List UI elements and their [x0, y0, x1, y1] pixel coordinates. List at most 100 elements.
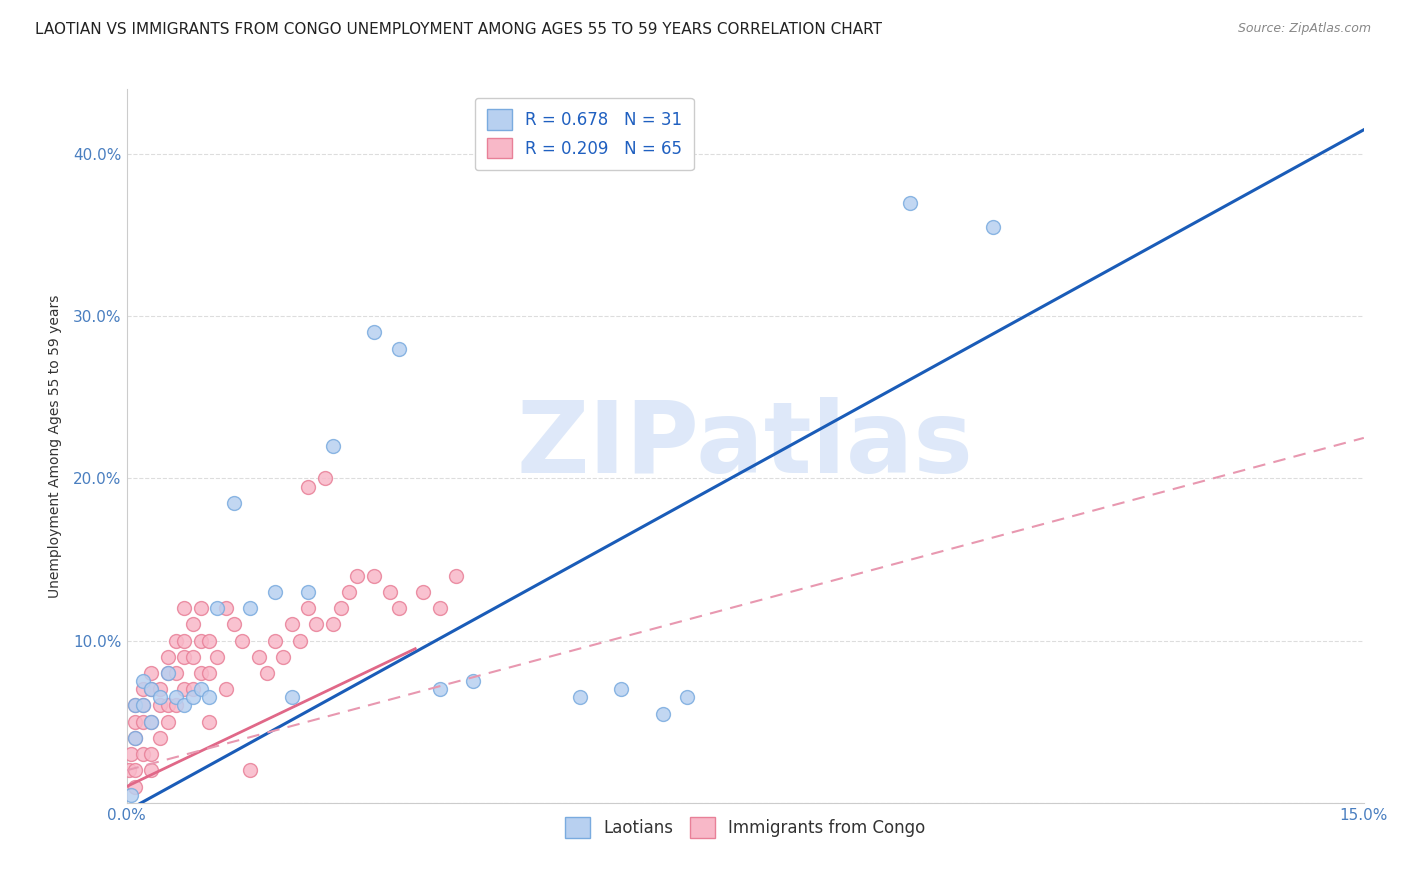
Point — [132, 698, 155, 713]
Point — [264, 585, 287, 599]
Point — [363, 326, 385, 340]
Point — [141, 714, 163, 729]
Point — [264, 633, 287, 648]
Text: Source: ZipAtlas.com: Source: ZipAtlas.com — [1237, 22, 1371, 36]
Point — [247, 649, 270, 664]
Point — [446, 568, 468, 582]
Point — [207, 649, 229, 664]
Point — [132, 698, 155, 713]
Point — [651, 706, 673, 721]
Point — [148, 731, 170, 745]
Point — [297, 601, 319, 615]
Point — [148, 682, 170, 697]
Text: LAOTIAN VS IMMIGRANTS FROM CONGO UNEMPLOYMENT AMONG AGES 55 TO 59 YEARS CORRELAT: LAOTIAN VS IMMIGRANTS FROM CONGO UNEMPLO… — [35, 22, 882, 37]
Point — [132, 747, 155, 761]
Point — [412, 585, 434, 599]
Point — [676, 690, 699, 705]
Point — [124, 731, 146, 745]
Point — [388, 601, 411, 615]
Point — [165, 633, 187, 648]
Point — [156, 714, 179, 729]
Point — [330, 601, 353, 615]
Point — [124, 780, 146, 794]
Point — [124, 731, 146, 745]
Point — [181, 690, 204, 705]
Point — [190, 601, 212, 615]
Point — [141, 682, 163, 697]
Point — [156, 666, 179, 681]
Point — [173, 633, 195, 648]
Legend: Laotians, Immigrants from Congo: Laotians, Immigrants from Congo — [558, 811, 932, 845]
Point — [124, 764, 146, 778]
Point — [198, 690, 221, 705]
Point — [388, 342, 411, 356]
Point — [141, 682, 163, 697]
Point — [132, 682, 155, 697]
Point — [198, 666, 221, 681]
Point — [181, 617, 204, 632]
Point — [429, 682, 451, 697]
Point — [141, 666, 163, 681]
Point — [569, 690, 592, 705]
Point — [337, 585, 360, 599]
Point — [363, 568, 385, 582]
Point — [288, 633, 311, 648]
Point — [198, 633, 221, 648]
Point — [173, 601, 195, 615]
Point — [256, 666, 278, 681]
Point — [124, 714, 146, 729]
Point — [214, 682, 236, 697]
Point — [173, 649, 195, 664]
Point — [190, 682, 212, 697]
Point — [271, 649, 294, 664]
Point — [198, 714, 221, 729]
Point — [280, 617, 302, 632]
Point — [239, 764, 262, 778]
Point — [156, 698, 179, 713]
Point — [148, 698, 170, 713]
Point — [231, 633, 253, 648]
Point — [173, 682, 195, 697]
Point — [461, 674, 484, 689]
Point — [610, 682, 633, 697]
Point — [297, 479, 319, 493]
Point — [132, 674, 155, 689]
Point — [120, 747, 142, 761]
Point — [380, 585, 402, 599]
Point — [190, 666, 212, 681]
Point — [346, 568, 368, 582]
Point — [322, 439, 344, 453]
Point — [156, 649, 179, 664]
Point — [239, 601, 262, 615]
Point — [132, 714, 155, 729]
Point — [165, 698, 187, 713]
Point — [305, 617, 328, 632]
Point — [429, 601, 451, 615]
Point — [181, 682, 204, 697]
Point — [118, 764, 141, 778]
Y-axis label: Unemployment Among Ages 55 to 59 years: Unemployment Among Ages 55 to 59 years — [48, 294, 62, 598]
Point — [124, 698, 146, 713]
Point — [190, 633, 212, 648]
Point — [141, 714, 163, 729]
Point — [156, 666, 179, 681]
Point — [981, 220, 1004, 235]
Point — [280, 690, 302, 705]
Point — [148, 690, 170, 705]
Point — [165, 666, 187, 681]
Point — [322, 617, 344, 632]
Text: ZIPatlas: ZIPatlas — [517, 398, 973, 494]
Point — [124, 698, 146, 713]
Point — [120, 788, 142, 802]
Point — [141, 764, 163, 778]
Point — [297, 585, 319, 599]
Point — [165, 690, 187, 705]
Point — [207, 601, 229, 615]
Point — [898, 195, 921, 210]
Point — [181, 649, 204, 664]
Point — [214, 601, 236, 615]
Point — [173, 698, 195, 713]
Point — [222, 496, 245, 510]
Point — [222, 617, 245, 632]
Point — [141, 747, 163, 761]
